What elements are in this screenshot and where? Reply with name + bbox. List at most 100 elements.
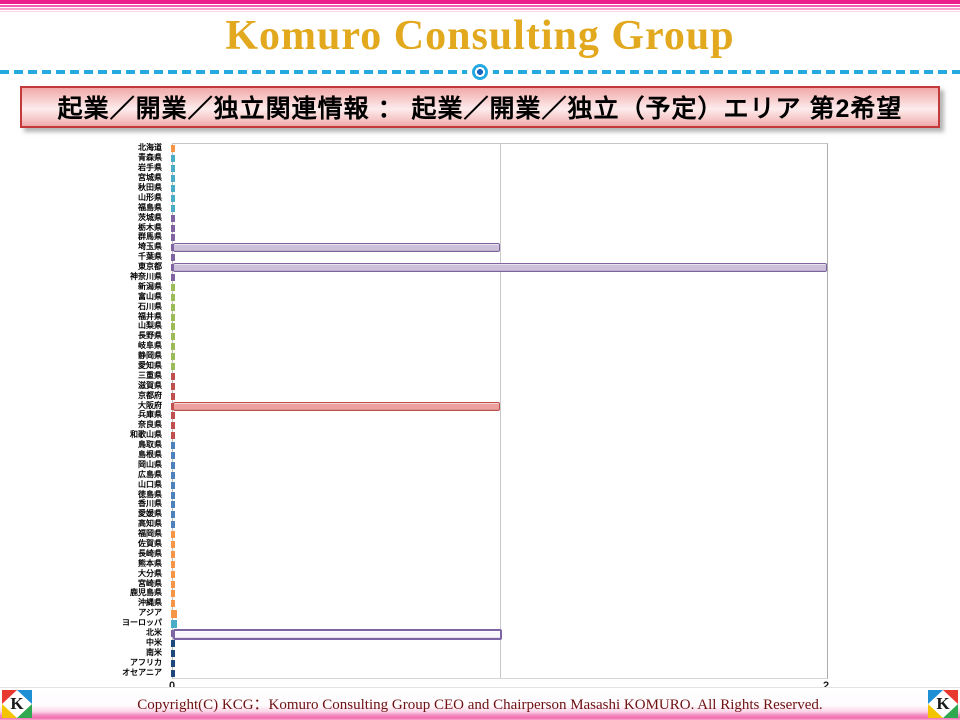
y-axis-label: アジア	[138, 608, 162, 618]
footer: K Copyright(C) KCG：Komuro Consulting Gro…	[0, 687, 960, 720]
y-axis-label: 高知県	[138, 519, 162, 529]
category-sliver	[171, 550, 175, 558]
category-sliver	[171, 659, 175, 667]
y-axis-label: 宮崎県	[138, 578, 162, 588]
y-axis-label: 鹿児島県	[130, 588, 162, 598]
y-axis-label: 栃木県	[138, 222, 162, 232]
category-sliver	[171, 204, 175, 212]
y-axis-label: 愛媛県	[138, 509, 162, 519]
y-axis-label: 千葉県	[138, 252, 162, 262]
category-sliver	[171, 165, 175, 173]
category-sliver	[171, 461, 175, 469]
category-sliver	[171, 511, 175, 519]
y-axis-label: 南米	[146, 647, 162, 657]
category-sliver	[171, 639, 175, 647]
bar-chart: 北海道 青森県 岩手県 宮城県 秋田県 山形県 福島県 茨城県 栃木県 群馬県 埼玉県 千葉県 東京都神…	[0, 140, 960, 692]
y-axis-label: ヨーロッパ	[122, 618, 162, 628]
y-axis-labels: 北海道 青森県 岩手県 宮城県 秋田県 山形県 福島県 茨城県 栃木県 群馬県 埼玉県 千葉県 東京都神…	[0, 143, 166, 677]
y-axis-label: 熊本県	[138, 558, 162, 568]
y-axis-label: 青森県	[138, 153, 162, 163]
category-sliver	[171, 610, 177, 619]
y-axis-label: 長崎県	[138, 548, 162, 558]
category-sliver	[171, 590, 175, 598]
bar-大阪府	[173, 401, 500, 411]
copyright-text: Copyright(C) KCG：Komuro Consulting Group…	[137, 697, 823, 713]
y-axis-label: 福井県	[138, 311, 162, 321]
logo-letter: K	[10, 694, 24, 713]
y-axis-label: 神奈川県	[130, 271, 162, 281]
category-sliver	[171, 145, 175, 153]
category-sliver	[171, 570, 175, 578]
y-axis-label: 徳島県	[138, 489, 162, 499]
category-sliver	[171, 481, 175, 489]
y-axis-label: 福岡県	[138, 529, 162, 539]
category-sliver	[171, 175, 175, 183]
category-sliver	[171, 382, 175, 390]
category-sliver	[171, 541, 175, 548]
category-sliver	[171, 313, 175, 321]
y-axis-label: 茨城県	[138, 212, 162, 222]
category-sliver	[171, 600, 175, 608]
category-sliver	[171, 323, 175, 331]
y-axis-label: 奈良県	[138, 420, 162, 430]
x-axis: 0 2	[169, 680, 830, 696]
y-axis-label: 北米	[146, 627, 162, 637]
category-sliver	[171, 274, 175, 281]
category-sliver	[171, 501, 175, 509]
y-axis-label: オセアニア	[122, 667, 162, 677]
y-axis-label: 三重県	[138, 370, 162, 380]
y-axis-label: 広島県	[138, 469, 162, 479]
y-axis-label: 福島県	[138, 202, 162, 212]
y-axis-label: 岩手県	[138, 163, 162, 173]
y-axis-label: 富山県	[138, 291, 162, 301]
category-sliver	[171, 649, 175, 657]
page-title: Komuro Consulting Group	[225, 13, 735, 59]
logo-letter: K	[936, 694, 950, 713]
category-sliver	[171, 234, 175, 242]
category-sliver	[171, 363, 175, 370]
category-sliver	[171, 224, 175, 232]
y-axis-label: 静岡県	[138, 351, 162, 361]
y-axis-label: 東京都	[138, 262, 162, 272]
category-sliver	[171, 353, 175, 361]
category-sliver	[171, 333, 175, 341]
y-axis-label: 山梨県	[138, 321, 162, 331]
x-axis-tick-2: 2	[822, 680, 830, 692]
bar-東京都	[173, 263, 827, 273]
category-sliver	[171, 303, 175, 311]
y-axis-label: 群馬県	[138, 232, 162, 242]
target-icon	[472, 64, 488, 80]
y-axis-label: 長野県	[138, 331, 162, 341]
y-axis-label: 山口県	[138, 479, 162, 489]
bar-北米	[173, 628, 502, 640]
category-sliver	[171, 194, 175, 202]
category-sliver	[171, 283, 175, 291]
category-sliver	[171, 521, 175, 529]
y-axis-label: 岐阜県	[138, 341, 162, 351]
kcg-logo-icon: K	[928, 690, 958, 718]
y-axis-label: 鳥取県	[138, 440, 162, 450]
y-axis-label: 北海道	[138, 143, 162, 153]
y-axis-label: 秋田県	[138, 182, 162, 192]
y-axis-label: 佐賀県	[138, 538, 162, 548]
category-sliver	[171, 669, 175, 677]
category-sliver	[171, 531, 175, 539]
y-axis-label: 埼玉県	[138, 242, 162, 252]
category-sliver	[171, 155, 175, 163]
y-axis-label: 山形県	[138, 192, 162, 202]
gridline	[500, 144, 501, 678]
y-axis-label: アフリカ	[130, 657, 162, 667]
y-axis-label: 愛知県	[138, 360, 162, 370]
top-stripe-band	[0, 0, 960, 14]
category-sliver	[171, 343, 175, 351]
category-sliver	[171, 560, 175, 568]
y-axis-label: 石川県	[138, 301, 162, 311]
y-axis-label: 滋賀県	[138, 380, 162, 390]
y-axis-label: 大阪府	[138, 400, 162, 410]
category-sliver	[171, 372, 175, 380]
category-sliver	[171, 392, 175, 400]
y-axis-label: 宮城県	[138, 173, 162, 183]
category-sliver	[171, 452, 175, 459]
slide-title-text: 起業／開業／独立関連情報 ： 起業／開業／独立（予定）エリア 第2希望	[57, 95, 903, 123]
bar-埼玉県	[173, 243, 500, 253]
